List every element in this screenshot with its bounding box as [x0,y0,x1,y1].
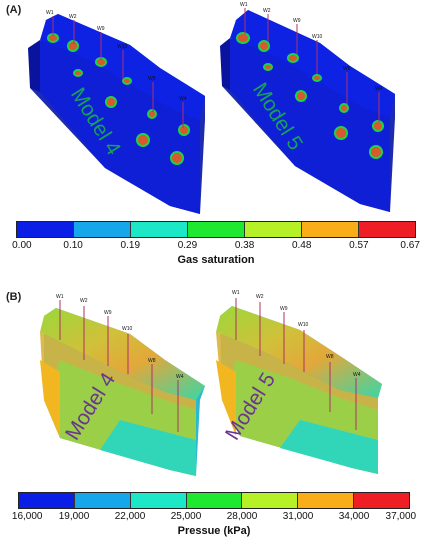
colorbar-tick-label: 0.38 [234,240,255,251]
panel-b-model5-block: W1 W2 W9 W10 W8 W4 [216,290,382,474]
well-label: W9 [104,310,112,316]
colorbar-tick-label: 34,000 [338,511,370,522]
well-label: W8 [326,354,334,360]
pressure-colorbar [18,492,410,509]
panel-a-label: (A) [6,4,22,16]
colorbar-segment [302,222,359,237]
gas-saturation-ticks: 0.00 0.10 0.19 0.29 0.38 0.48 0.57 0.67 [12,240,420,252]
colorbar-tick-label: 0.19 [120,240,141,251]
colorbar-segment [130,493,187,508]
gas-saturation-colorbar [16,221,416,238]
well-label: W2 [80,298,88,304]
colorbar-tick-label: 0.29 [177,240,198,251]
well-label: W1 [240,2,248,8]
colorbar-segment [186,493,243,508]
colorbar-segment [17,222,74,237]
colorbar-tick-label: 0.48 [291,240,312,251]
colorbar-segment [359,222,415,237]
colorbar-segment [74,222,131,237]
well-label: W4 [353,372,361,378]
colorbar-segment [19,493,75,508]
colorbar-tick-label: 22,000 [114,511,146,522]
colorbar-tick-label: 0.57 [349,240,369,251]
pressure-title: Pressue (kPa) [177,525,251,537]
panel-b-label: (B) [6,291,22,303]
well-label: W2 [263,8,271,14]
colorbar-segment [242,493,299,508]
colorbar-tick-label: 0.10 [63,240,83,251]
pressure-ticks: 16,000 19,000 22,000 25,000 28,000 31,000 34,0… [12,511,416,523]
well-label: W4 [176,374,184,380]
well-label: W8 [148,76,156,82]
colorbar-segment [131,222,188,237]
colorbar-tick-label: 16,000 [11,511,43,522]
well-label: W10 [117,44,128,50]
colorbar-tick-label: 0.00 [12,240,32,251]
panel-a-model5-block: W1 W2 W9 W10 W8 W4 [220,2,395,212]
well-label: W9 [293,18,301,24]
colorbar-segment [298,493,355,508]
well-label: W10 [312,34,323,40]
colorbar-tick-label: 0.67 [400,240,420,251]
colorbar-segment [354,493,410,508]
colorbar-segment [245,222,302,237]
colorbar-tick-label: 37,000 [385,511,417,522]
well-label: W4 [179,96,187,102]
well-label: W1 [56,294,64,300]
colorbar-segment [188,222,245,237]
panel-a-model4-block: W1 W2 W9 W10 W8 W4 [28,10,205,214]
well-label: W8 [148,358,156,364]
well-label: W2 [256,294,264,300]
well-label: W9 [97,26,105,32]
colorbar-tick-label: 31,000 [282,511,314,522]
colorbar-tick-label: 28,000 [226,511,258,522]
well-label: W1 [46,10,54,16]
colorbar-tick-label: 25,000 [170,511,202,522]
colorbar-segment [74,493,131,508]
gas-saturation-title: Gas saturation [177,254,255,266]
well-label: W9 [280,306,288,312]
well-label: W1 [232,290,240,296]
well-label: W8 [343,66,351,72]
well-label: W10 [122,326,133,332]
colorbar-tick-label: 19,000 [58,511,90,522]
panel-b-model4-block: W1 W2 W9 W10 W8 W4 [40,294,205,476]
well-label: W2 [69,14,77,20]
well-label: W10 [298,322,309,328]
well-label: W4 [375,86,383,92]
